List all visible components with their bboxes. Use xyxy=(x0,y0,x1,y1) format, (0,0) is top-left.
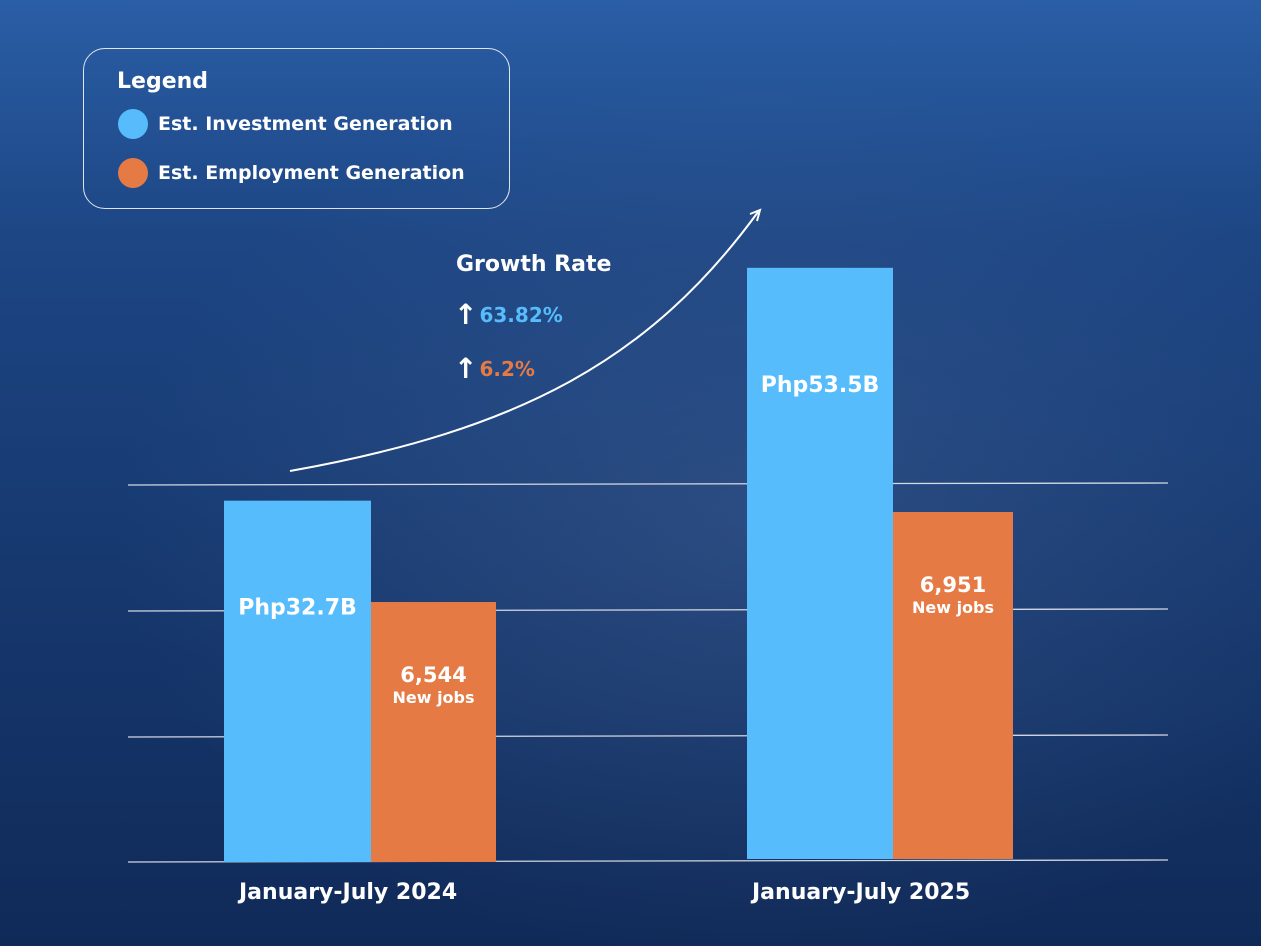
growth-arrowhead-icon xyxy=(749,208,762,222)
legend-item-investment: Est. Investment Generation xyxy=(118,109,453,139)
x-tick-label: January-July 2024 xyxy=(239,880,458,905)
growth-curve xyxy=(289,211,759,472)
bar-investment xyxy=(747,267,893,859)
data-sublabel-new-jobs: New jobs xyxy=(392,688,474,707)
data-sublabel-new-jobs: New jobs xyxy=(912,598,994,617)
legend: Legend Est. Investment Generation Est. E… xyxy=(83,48,510,209)
legend-swatch-blue xyxy=(118,109,148,139)
data-label-employment: 6,544 xyxy=(400,663,466,687)
bar-employment xyxy=(371,602,496,862)
legend-label: Est. Investment Generation xyxy=(158,113,453,135)
arrow-up-icon: ↑ xyxy=(454,352,478,385)
employment-growth-value: 6.2% xyxy=(479,356,535,381)
legend-label: Est. Employment Generation xyxy=(158,162,465,184)
arrow-up-icon: ↑ xyxy=(454,298,478,331)
data-label-investment: Php32.7B xyxy=(238,596,357,621)
data-label-investment: Php53.5B xyxy=(761,373,880,398)
data-label-employment: 6,951 xyxy=(920,573,986,597)
growth-rate-title: Growth Rate xyxy=(456,252,612,277)
legend-title: Legend xyxy=(117,69,209,94)
investment-growth: ↑ 63.82% xyxy=(454,298,563,331)
employment-growth: ↑ 6.2% xyxy=(454,352,535,385)
legend-swatch-orange xyxy=(118,158,148,188)
x-tick-label: January-July 2025 xyxy=(752,880,971,905)
gridline xyxy=(127,482,1169,486)
legend-item-employment: Est. Employment Generation xyxy=(118,158,465,188)
bar-employment xyxy=(893,512,1013,859)
investment-growth-value: 63.82% xyxy=(479,302,563,327)
bar-investment xyxy=(224,500,371,862)
